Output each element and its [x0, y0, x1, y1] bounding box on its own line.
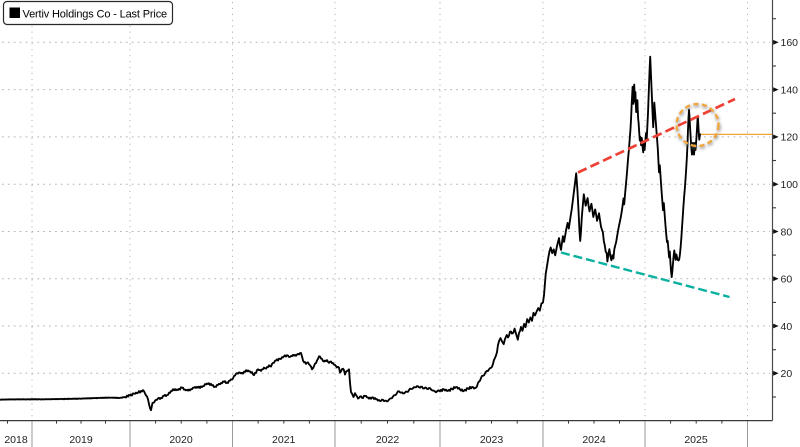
svg-text:2023: 2023 — [480, 434, 504, 446]
svg-text:2019: 2019 — [69, 434, 93, 446]
svg-text:2020: 2020 — [169, 434, 193, 446]
svg-text:Vertiv Holdings Co - Last Pric: Vertiv Holdings Co - Last Price — [23, 9, 168, 21]
svg-text:120: 120 — [781, 132, 799, 144]
svg-text:2022: 2022 — [376, 434, 400, 446]
svg-text:100: 100 — [781, 179, 799, 191]
svg-text:2025: 2025 — [684, 434, 708, 446]
svg-text:60: 60 — [781, 274, 793, 286]
svg-text:160: 160 — [781, 37, 799, 49]
svg-text:2021: 2021 — [272, 434, 296, 446]
svg-text:20: 20 — [781, 368, 793, 380]
svg-text:2024: 2024 — [582, 434, 606, 446]
svg-text:40: 40 — [781, 321, 793, 333]
svg-text:2018: 2018 — [4, 434, 28, 446]
svg-text:140: 140 — [781, 84, 799, 96]
svg-text:80: 80 — [781, 226, 793, 238]
